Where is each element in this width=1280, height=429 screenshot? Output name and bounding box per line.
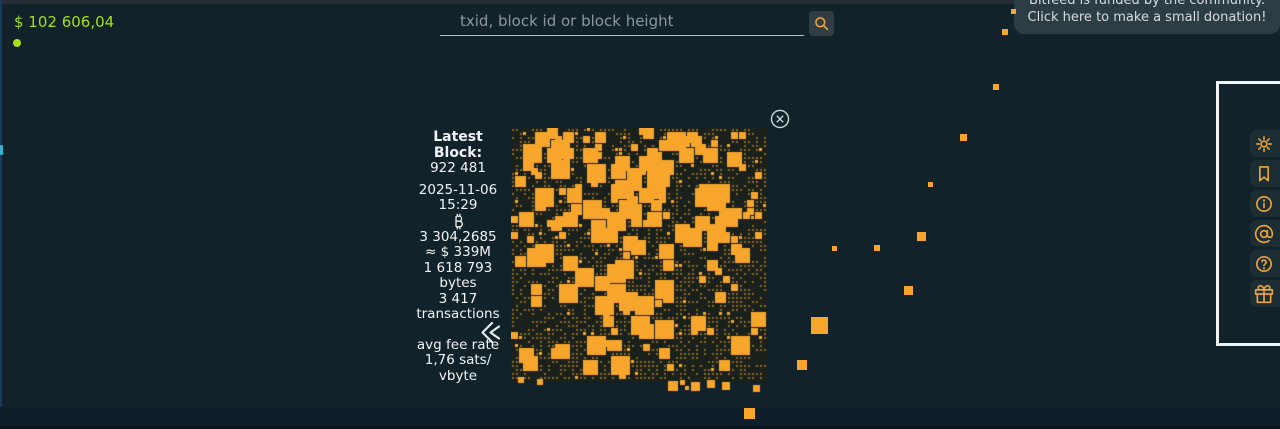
search-bar	[440, 8, 804, 36]
btc-symbol	[410, 213, 506, 230]
block-tx-count: 3 417 transactions	[416, 290, 500, 322]
block-date: 2025-11-06	[418, 181, 498, 198]
block-info-panel: Latest Block: 922 481 2025-11-06 15:29 3…	[410, 129, 506, 384]
bookmark-button[interactable]	[1250, 160, 1280, 187]
block-size: 1 618 793 bytes	[423, 259, 493, 291]
gift-icon	[1254, 284, 1274, 304]
transaction-square	[960, 134, 967, 141]
bookmark-icon	[1254, 164, 1274, 184]
transaction-square	[797, 360, 807, 370]
magnifier-icon	[812, 14, 831, 33]
donation-line2: Click here to make a small donation!	[1027, 10, 1267, 25]
transaction-square	[1002, 29, 1008, 35]
contact-button[interactable]	[1250, 220, 1280, 247]
gear-icon	[1254, 134, 1274, 154]
info-icon	[1254, 194, 1274, 214]
donation-line1: Bitfeed is funded by the community.	[1029, 0, 1265, 8]
transaction-square	[744, 408, 755, 419]
help-button[interactable]	[1250, 250, 1280, 277]
block-height: 922 481	[430, 160, 486, 176]
left-edge-notch	[0, 145, 3, 155]
connection-status-dot	[13, 39, 21, 47]
transaction-square	[993, 84, 999, 90]
fee-rate-value: 1,76 sats/ vbyte	[424, 352, 492, 384]
left-edge-line	[0, 0, 2, 429]
price-ticker: $ 102 606,04	[14, 13, 115, 31]
at-icon	[1254, 224, 1274, 244]
block-time: 15:29	[438, 197, 478, 213]
transaction-square	[874, 245, 880, 251]
transaction-square	[811, 317, 828, 334]
settings-button[interactable]	[1250, 130, 1280, 157]
info-button[interactable]	[1250, 190, 1280, 217]
close-block-button[interactable]	[769, 108, 791, 130]
search-input[interactable]	[440, 8, 804, 36]
donate-button[interactable]	[1250, 280, 1280, 307]
search-button[interactable]	[809, 11, 834, 36]
block-usd-value: ≈ $ 339M	[425, 244, 491, 260]
block-info-label: Latest Block:	[433, 129, 483, 161]
top-strip	[0, 0, 1280, 4]
bottom-bar	[0, 407, 1280, 429]
transaction-square	[1011, 9, 1016, 14]
previous-block-chevron-icon[interactable]	[477, 319, 504, 346]
block-btc-value: 3 304,2685	[419, 228, 497, 245]
transaction-square	[904, 286, 913, 295]
transaction-square	[832, 246, 837, 251]
transaction-square	[928, 182, 933, 187]
close-icon	[769, 108, 791, 130]
sidebar-frame	[1216, 81, 1280, 346]
help-icon	[1254, 254, 1274, 274]
block-visualization[interactable]	[511, 128, 768, 396]
fee-rate-label: avg fee rate	[416, 336, 500, 353]
donation-banner[interactable]: Bitfeed is funded by the community. Clic…	[1014, 0, 1280, 34]
transaction-square	[917, 232, 926, 241]
